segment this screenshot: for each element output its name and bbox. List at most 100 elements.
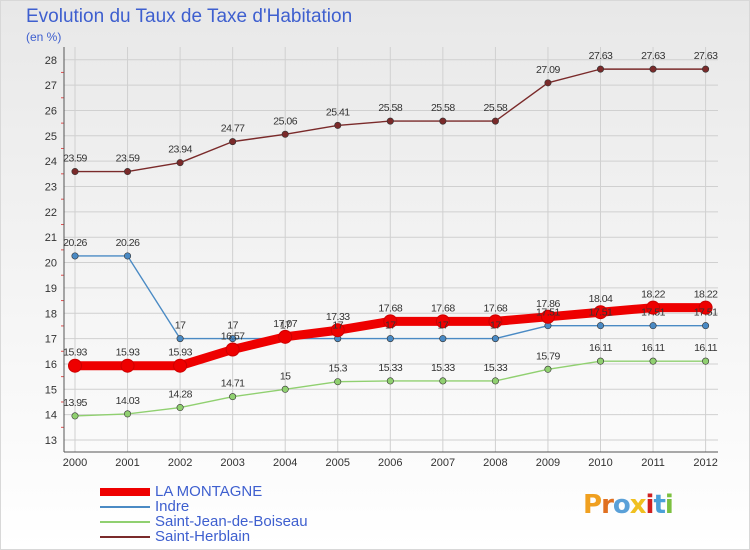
data-point: [491, 117, 499, 125]
data-label: 15.33: [378, 362, 402, 374]
data-point: [124, 168, 132, 176]
data-point: [386, 117, 394, 125]
data-label: 15: [280, 370, 291, 382]
data-label: 17: [332, 320, 343, 332]
data-label: 15.3: [329, 363, 348, 375]
data-label: 24.77: [221, 123, 245, 135]
x-tick-label: 2004: [273, 457, 297, 469]
data-point: [596, 65, 604, 73]
data-label: 14.28: [168, 389, 192, 401]
data-label: 17.68: [378, 302, 402, 314]
data-point: [488, 314, 503, 329]
data-label: 25.58: [484, 102, 508, 114]
legend-swatch: [100, 506, 150, 508]
data-point: [544, 365, 552, 373]
y-tick-label: 21: [45, 232, 57, 244]
data-point: [649, 357, 657, 365]
data-point: [176, 335, 184, 343]
data-point: [646, 300, 661, 315]
y-tick-label: 28: [45, 55, 57, 67]
data-label: 18.22: [641, 289, 665, 301]
data-label: 17.86: [536, 298, 560, 310]
x-tick-label: 2009: [536, 457, 560, 469]
logo-letter: P: [583, 490, 602, 520]
data-label: 25.06: [273, 115, 297, 127]
data-point: [702, 65, 710, 73]
legend-label: LA MONTAGNE: [155, 483, 263, 500]
data-point: [386, 335, 394, 343]
proxiti-logo: Proxiti: [583, 490, 674, 520]
logo-letter: x: [629, 490, 647, 520]
data-point: [540, 309, 555, 324]
data-point: [649, 65, 657, 73]
logo-letter: o: [612, 490, 631, 520]
data-point: [544, 79, 552, 87]
y-tick-label: 16: [45, 359, 57, 371]
data-label: 25.58: [378, 102, 402, 114]
x-tick-label: 2005: [326, 457, 350, 469]
legend-label: Indre: [155, 498, 190, 515]
legend-swatch: [100, 488, 150, 496]
legend-swatch: [100, 536, 150, 538]
data-label: 17: [385, 320, 396, 332]
data-point: [386, 377, 394, 385]
logo-letter: i: [664, 490, 674, 520]
data-label: 27.63: [641, 50, 665, 62]
y-tick-label: 17: [45, 334, 57, 346]
legend-label: Saint-Herblain: [155, 528, 251, 545]
y-tick-label: 15: [45, 384, 57, 396]
data-label: 23.59: [116, 153, 140, 165]
data-label: 23.94: [168, 144, 192, 156]
data-point: [278, 329, 293, 344]
data-point: [596, 322, 604, 330]
legend-label: Saint-Jean-de-Boiseau: [155, 513, 308, 530]
data-label: 18.04: [589, 293, 613, 305]
data-label: 17: [280, 320, 291, 332]
legend-swatch: [100, 521, 150, 523]
data-point: [593, 305, 608, 320]
data-label: 17.33: [326, 311, 350, 323]
data-point: [334, 378, 342, 386]
data-point: [124, 410, 132, 418]
data-label: 17.51: [641, 307, 665, 319]
data-label: 16.11: [642, 342, 666, 354]
x-tick-label: 2001: [115, 457, 139, 469]
x-tick-label: 2002: [168, 457, 192, 469]
chart-title: Evolution du Taux de Taxe d'Habitation: [26, 6, 353, 27]
data-point: [71, 252, 79, 260]
data-point: [491, 335, 499, 343]
data-point: [383, 314, 398, 329]
data-label: 17: [438, 320, 449, 332]
data-point: [596, 357, 604, 365]
data-point: [68, 358, 82, 373]
data-label: 17.51: [694, 307, 718, 319]
y-tick-label: 26: [45, 105, 57, 117]
x-tick-label: 2003: [220, 457, 244, 469]
data-label: 17.68: [484, 302, 508, 314]
data-point: [649, 322, 657, 330]
y-tick-label: 25: [45, 131, 57, 143]
data-label: 14.03: [116, 395, 140, 407]
data-point: [334, 121, 342, 129]
data-point: [71, 412, 79, 420]
data-point: [173, 358, 188, 373]
data-point: [491, 377, 499, 385]
data-point: [698, 300, 713, 315]
data-point: [176, 159, 184, 167]
x-tick-label: 2010: [588, 457, 612, 469]
x-tick-label: 2012: [693, 457, 717, 469]
data-point: [124, 252, 132, 260]
logo-letter: t: [653, 490, 665, 520]
data-point: [702, 357, 710, 365]
data-label: 25.41: [326, 106, 350, 118]
data-label: 16.57: [221, 331, 245, 343]
data-label: 18.22: [694, 289, 718, 301]
x-tick-label: 2000: [63, 457, 87, 469]
logo-letter: i: [645, 490, 655, 520]
data-label: 17.07: [273, 318, 297, 330]
chart-unit-label: (en %): [26, 30, 62, 44]
data-label: 17.51: [536, 307, 560, 319]
logo-letter: r: [601, 490, 614, 520]
x-tick-label: 2007: [431, 457, 455, 469]
